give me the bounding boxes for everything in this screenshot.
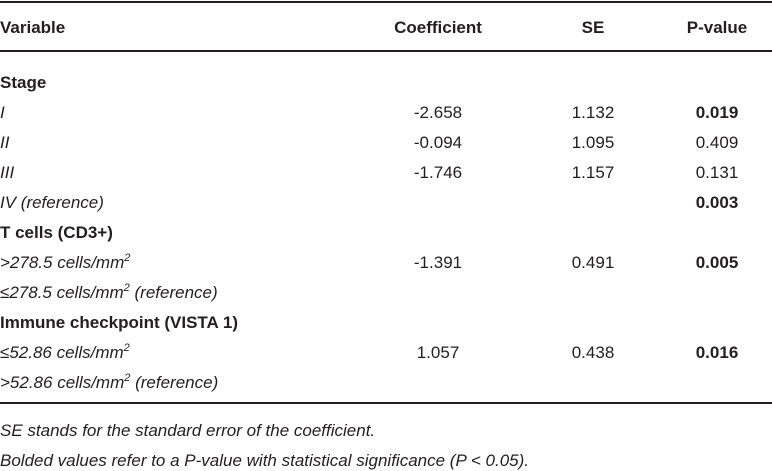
variable-text: >52.86 cells/mm [0, 373, 125, 392]
variable-text: IV (reference) [0, 193, 104, 212]
se-cell: 1.157 [571, 163, 615, 182]
footnote: Bolded values refer to a P-value with st… [0, 451, 529, 470]
column-header: P-value [686, 18, 748, 37]
variable-suffix: (reference) [130, 373, 219, 392]
se-cell: 1.095 [571, 133, 615, 152]
p-value-cell: 0.409 [695, 133, 739, 152]
variable-label: IV (reference) [0, 193, 104, 213]
header-rule [0, 50, 772, 52]
footnote: SE stands for the standard error of the … [0, 421, 376, 440]
p-value-cell: 0.016 [695, 343, 739, 362]
coefficient-cell: 1.057 [416, 343, 460, 362]
p-value-cell: 0.019 [695, 103, 739, 122]
variable-label: ≤278.5 cells/mm2 (reference) [0, 283, 218, 303]
variable-label: >52.86 cells/mm2 (reference) [0, 373, 218, 393]
variable-text: ≤278.5 cells/mm [0, 283, 124, 302]
se-cell: 1.132 [571, 103, 615, 122]
variable-text: II [0, 133, 10, 152]
coefficient-cell: -1.391 [413, 253, 463, 272]
section-label: Stage [0, 73, 47, 92]
variable-label: II [0, 133, 9, 153]
bottom-rule [0, 402, 772, 404]
superscript: 2 [123, 282, 130, 294]
p-value-cell: 0.131 [695, 163, 739, 182]
superscript: 2 [124, 252, 131, 264]
variable-suffix: (reference) [129, 283, 218, 302]
variable-label: III [0, 163, 14, 183]
column-header: Variable [0, 18, 66, 37]
se-cell: 0.438 [571, 343, 615, 362]
section-label: Immune checkpoint (VISTA 1) [0, 313, 239, 332]
coefficient-cell: -0.094 [413, 133, 463, 152]
se-cell: 0.491 [571, 253, 615, 272]
superscript: 2 [123, 342, 130, 354]
p-value-cell: 0.003 [695, 193, 739, 212]
variable-text: ≤52.86 cells/mm [0, 343, 124, 362]
variable-label: I [0, 103, 5, 123]
variable-label: >278.5 cells/mm2 [0, 253, 130, 273]
variable-text: >278.5 cells/mm [0, 253, 125, 272]
section-label: T cells (CD3+) [0, 223, 113, 242]
top-rule [0, 1, 772, 3]
p-value-cell: 0.005 [695, 253, 739, 272]
variable-label: ≤52.86 cells/mm2 [0, 343, 130, 363]
variable-text: III [0, 163, 15, 182]
column-header: SE [581, 18, 605, 37]
superscript: 2 [124, 372, 131, 384]
variable-text: I [0, 103, 5, 122]
column-header: Coefficient [394, 18, 482, 37]
coefficient-cell: -2.658 [413, 103, 463, 122]
coefficient-cell: -1.746 [413, 163, 463, 182]
